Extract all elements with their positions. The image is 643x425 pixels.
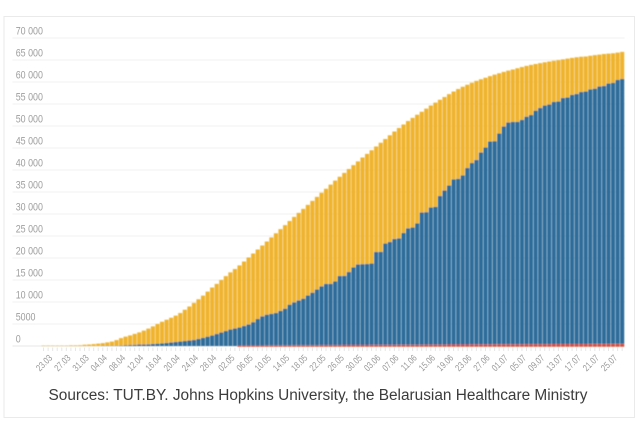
svg-text:10 000: 10 000 <box>16 290 44 302</box>
svg-text:50 000: 50 000 <box>16 114 44 126</box>
svg-text:15 000: 15 000 <box>16 268 44 280</box>
svg-text:25 000: 25 000 <box>16 224 44 236</box>
svg-text:70 000: 70 000 <box>16 26 44 38</box>
svg-text:40 000: 40 000 <box>16 158 44 170</box>
svg-text:45 000: 45 000 <box>16 136 44 148</box>
svg-text:Sources: TUT.BY. Johns Hopkins: Sources: TUT.BY. Johns Hopkins Universit… <box>49 387 588 404</box>
svg-text:0: 0 <box>16 334 21 346</box>
svg-text:35 000: 35 000 <box>16 180 44 192</box>
svg-text:65 000: 65 000 <box>16 48 44 60</box>
svg-text:5000: 5000 <box>16 312 36 324</box>
svg-text:55 000: 55 000 <box>16 92 44 104</box>
svg-text:30 000: 30 000 <box>16 202 44 214</box>
svg-text:20 000: 20 000 <box>16 246 44 258</box>
svg-text:60 000: 60 000 <box>16 70 44 82</box>
